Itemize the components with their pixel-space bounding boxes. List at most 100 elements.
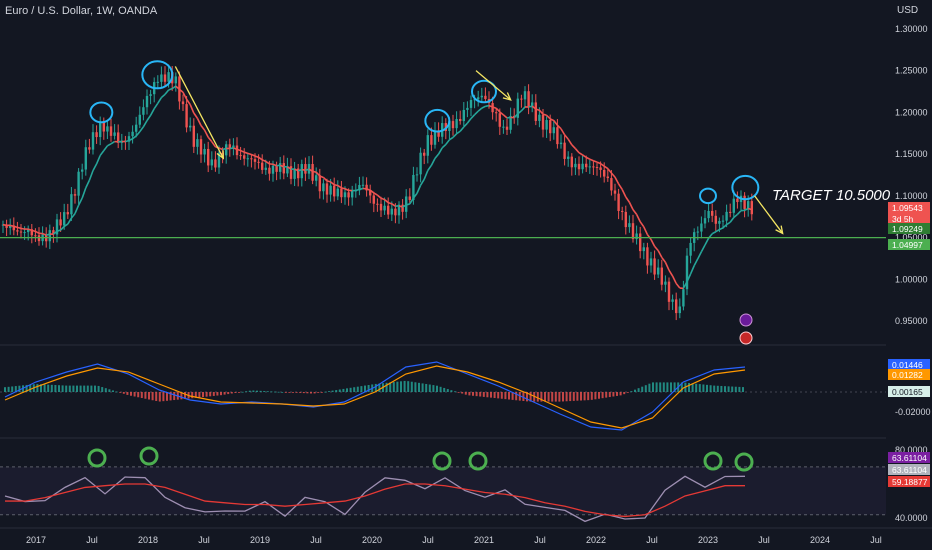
candle-body	[390, 208, 393, 215]
candle-body	[750, 201, 753, 215]
candle-body	[307, 163, 311, 174]
macd-histogram-bar	[25, 384, 28, 392]
candle-body	[304, 164, 307, 174]
rsi-circle	[87, 448, 107, 468]
time-tick-label: 2024	[810, 535, 830, 545]
candle-body	[747, 201, 750, 209]
ma-segment	[661, 256, 667, 263]
ma-segment	[563, 134, 569, 140]
ma-segment	[171, 85, 177, 90]
ma-segment	[337, 184, 342, 189]
macd-histogram-bar	[659, 382, 662, 392]
candle-body	[509, 115, 512, 130]
macd-histogram-bar	[644, 385, 647, 392]
candle-body	[185, 104, 188, 128]
time-tick-label: Jul	[310, 535, 322, 545]
ma-segment	[578, 152, 584, 156]
price-tick-label: 1.05000	[895, 233, 928, 243]
macd-histogram-bar	[356, 386, 359, 392]
rsi-circle	[703, 451, 723, 471]
candle-body	[574, 163, 577, 168]
macd-histogram-bar	[680, 382, 683, 392]
macd-histogram-bar	[166, 392, 168, 401]
ma-segment	[664, 261, 670, 271]
macd-histogram-bar	[367, 384, 370, 392]
ma-segment	[542, 113, 547, 117]
ma-segment	[596, 161, 601, 165]
macd-histogram-bar	[698, 384, 701, 392]
candle-body	[232, 145, 235, 149]
candle-body	[718, 221, 721, 224]
ma-segment	[700, 244, 706, 253]
macd-histogram-bar	[569, 392, 572, 402]
price-tick-label: 1.15000	[895, 149, 928, 159]
macd-histogram-bar	[346, 388, 348, 392]
ma-segment	[719, 227, 724, 231]
macd-histogram-bar	[4, 387, 6, 392]
candle-body	[329, 185, 332, 195]
candle-body	[703, 218, 707, 224]
candle-body	[102, 121, 105, 132]
candle-body	[657, 267, 660, 275]
candle-body	[189, 125, 192, 128]
candle-body	[592, 166, 595, 168]
time-tick-label: 2019	[250, 535, 270, 545]
ma-segment	[380, 197, 385, 201]
ma-segment	[229, 147, 234, 150]
ma-segment	[251, 153, 256, 157]
candle-body	[48, 230, 51, 242]
macd-histogram-bar	[191, 392, 194, 399]
ma-segment	[175, 85, 180, 90]
macd-histogram-bar	[324, 391, 327, 393]
ma-segment	[142, 120, 148, 128]
macd-histogram-bar	[396, 381, 399, 392]
candle-body	[63, 212, 66, 226]
candle-body	[99, 121, 102, 138]
macd-histogram-bar	[144, 392, 147, 399]
arrow-head	[775, 225, 784, 235]
macd-histogram-bar	[479, 392, 482, 397]
ma-segment	[359, 187, 364, 191]
ma-segment	[488, 104, 493, 108]
macd-histogram-bar	[148, 392, 150, 400]
macd-histogram-bar	[436, 385, 438, 392]
macd-histogram-bar	[140, 392, 143, 398]
trend-arrow	[754, 195, 784, 234]
ma-segment	[726, 221, 731, 226]
candle-body	[167, 72, 170, 82]
rsi-label-box	[888, 452, 930, 463]
ma-segment	[85, 179, 91, 189]
ma-segment	[437, 147, 443, 155]
ma-segment	[99, 150, 105, 156]
ma-segment	[67, 217, 73, 225]
ma-segment	[520, 106, 526, 112]
candle-body	[426, 135, 429, 156]
ma-segment	[736, 210, 742, 215]
macd-histogram-bar	[130, 392, 132, 396]
ma-segment	[355, 188, 360, 192]
candle-body	[736, 198, 739, 203]
lightning-event-icon	[739, 313, 753, 327]
candle-body	[149, 94, 152, 96]
ma-segment	[722, 224, 728, 229]
rsi-label-text: 63.61104	[892, 465, 927, 475]
candle-body	[235, 145, 239, 156]
ma-segment	[341, 187, 346, 190]
ma-segment	[556, 124, 562, 130]
time-tick-label: 2021	[474, 535, 494, 545]
macd-histogram-bar	[526, 392, 528, 402]
macd-histogram-bar	[65, 385, 68, 392]
macd-histogram-bar	[454, 391, 456, 393]
candle-body	[253, 159, 257, 162]
candle-body	[135, 124, 138, 132]
arrow-head	[502, 92, 512, 101]
macd-histogram-bar	[410, 381, 413, 392]
ma-segment	[499, 111, 504, 116]
ma-segment	[549, 118, 555, 122]
ma-segment	[553, 120, 559, 126]
candle-body	[646, 247, 649, 266]
macd-histogram-bar	[173, 392, 176, 401]
macd-histogram-bar	[14, 386, 17, 392]
macd-histogram-bar	[616, 392, 618, 396]
candle-body	[437, 130, 440, 137]
